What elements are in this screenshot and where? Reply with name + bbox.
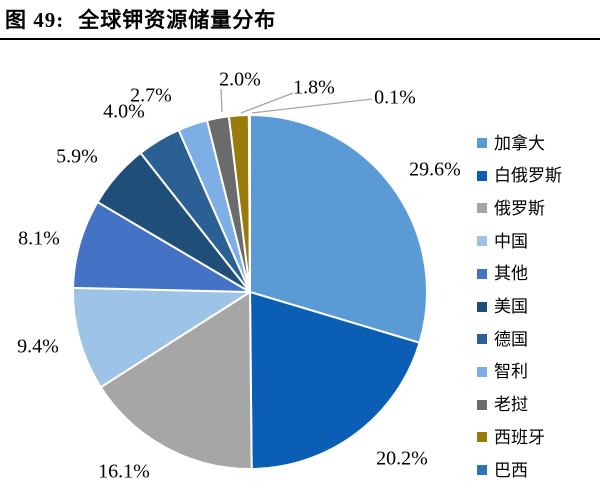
pie-slice-1 (249, 291, 421, 470)
slice-label-3: 9.4% (17, 335, 59, 358)
pie-slices (72, 113, 428, 470)
leader-line-9 (240, 92, 294, 114)
legend-swatch-icon (477, 170, 487, 181)
legend-label: 智利 (494, 362, 528, 382)
leader-lines (220, 88, 373, 114)
slice-label-10: 0.1% (374, 86, 416, 109)
legend-item-4: 其他 (477, 263, 528, 285)
slice-label-9: 1.8% (293, 76, 335, 99)
legend-swatch-icon (477, 334, 487, 345)
legend-swatch-icon (477, 138, 487, 148)
slice-label-0: 29.6% (409, 158, 461, 181)
legend-label: 巴西 (494, 460, 528, 480)
pie-slice-4 (72, 201, 251, 293)
legend-item-2: 俄罗斯 (477, 197, 545, 219)
slice-label-7: 2.7% (130, 84, 172, 107)
pie-slice-2 (99, 291, 253, 470)
legend-label: 德国 (494, 329, 528, 349)
legend-item-5: 美国 (477, 296, 528, 318)
slice-label-8: 2.0% (219, 68, 261, 91)
legend-label: 西班牙 (494, 427, 545, 447)
legend-item-1: 白俄罗斯 (477, 165, 562, 187)
slice-label-4: 8.1% (18, 227, 60, 250)
figure-title-text: 全球钾资源储量分布 (78, 8, 277, 32)
legend-item-6: 德国 (477, 328, 528, 350)
legend-label: 加拿大 (494, 133, 545, 153)
slice-label-5: 5.9% (56, 145, 98, 168)
legend-swatch-icon (477, 301, 487, 312)
legend-label: 其他 (494, 264, 528, 284)
legend-label: 白俄罗斯 (494, 166, 562, 186)
pie-slice-0 (249, 114, 428, 344)
slice-label-6: 4.0% (103, 100, 145, 123)
legend-item-8: 老挝 (477, 394, 528, 416)
leader-line-8 (220, 88, 223, 113)
legend-swatch-icon (477, 203, 487, 214)
legend-swatch-icon (477, 268, 487, 279)
slice-label-2: 16.1% (98, 460, 150, 483)
figure-title: 图 49: 全球钾资源储量分布 (5, 4, 276, 34)
leader-line-10 (251, 98, 373, 114)
legend-swatch-icon (477, 399, 487, 410)
legend-item-3: 中国 (477, 230, 528, 252)
legend-item-10: 巴西 (477, 459, 528, 481)
legend-swatch-icon (477, 432, 487, 443)
figure-number: 图 49: (5, 8, 65, 32)
legend-item-0: 加拿大 (477, 132, 545, 154)
title-rule (0, 38, 600, 40)
legend-label: 中国 (494, 231, 528, 251)
legend-swatch-icon (477, 236, 487, 247)
legend-label: 老挝 (494, 395, 528, 415)
legend-label: 俄罗斯 (494, 198, 545, 218)
legend-label: 美国 (494, 297, 528, 316)
legend-item-7: 智利 (477, 361, 528, 383)
legend-swatch-icon (477, 366, 487, 377)
pie-slice-3 (72, 286, 251, 389)
legend-item-9: 西班牙 (477, 426, 545, 448)
pie-slice-10 (247, 113, 251, 293)
legend-swatch-icon (477, 465, 487, 475)
slice-label-1: 20.2% (376, 447, 428, 470)
